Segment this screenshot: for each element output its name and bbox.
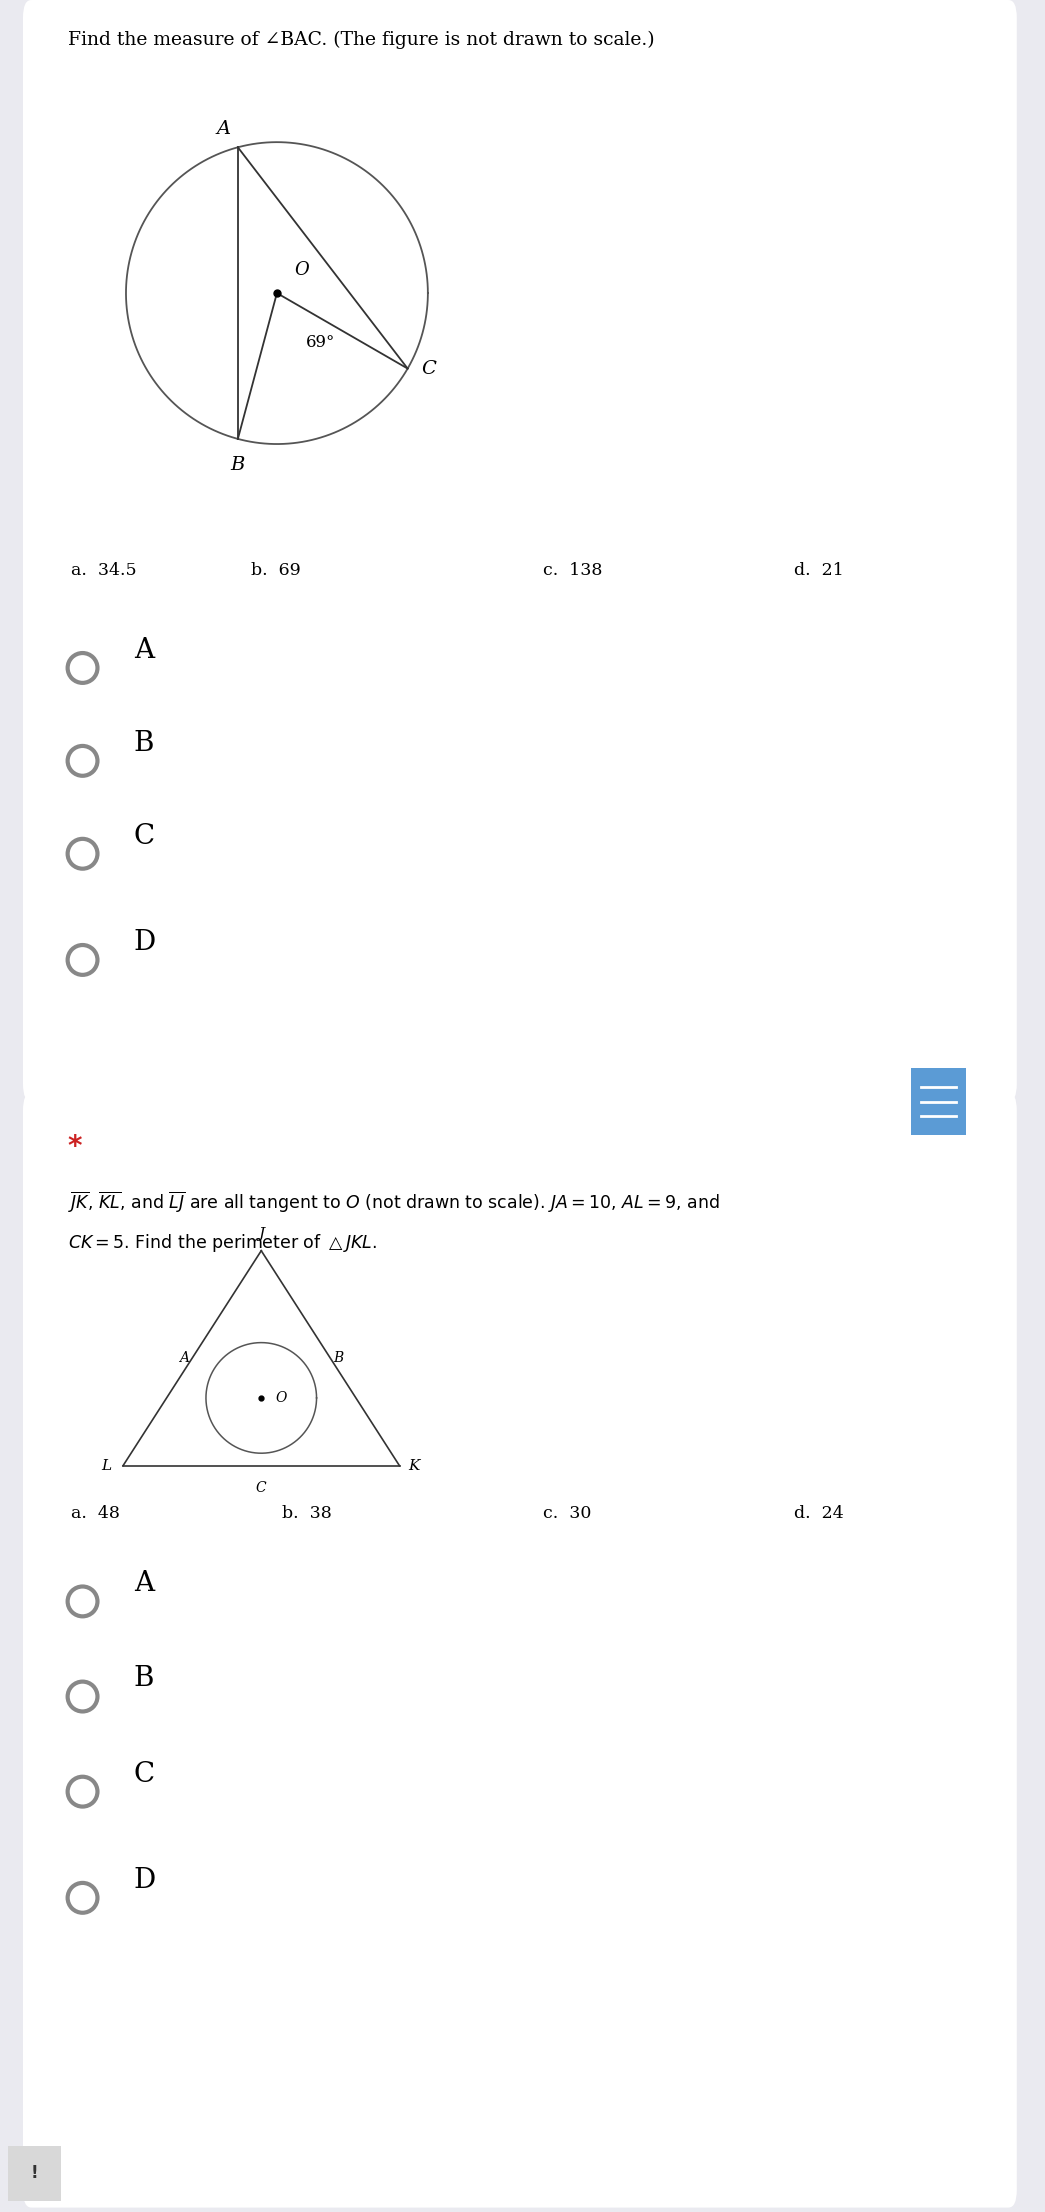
Text: B: B	[134, 1666, 155, 1692]
Text: O: O	[295, 261, 309, 279]
Text: A: A	[217, 119, 231, 137]
Text: B: B	[231, 456, 245, 473]
Text: B: B	[333, 1352, 343, 1365]
Text: C: C	[134, 1761, 155, 1787]
Text: B: B	[134, 730, 155, 757]
Text: !: !	[30, 2163, 39, 2183]
Text: K: K	[409, 1458, 420, 1473]
Text: L: L	[101, 1458, 112, 1473]
Text: a.  48: a. 48	[71, 1504, 120, 1522]
Text: D: D	[134, 1867, 156, 1893]
FancyBboxPatch shape	[908, 1066, 969, 1139]
Text: Find the measure of ∠BAC. (The figure is not drawn to scale.): Find the measure of ∠BAC. (The figure is…	[68, 31, 654, 49]
Text: a.  34.5: a. 34.5	[71, 562, 137, 580]
Text: $CK = 5$. Find the perimeter of $\triangle JKL$.: $CK = 5$. Find the perimeter of $\triang…	[68, 1232, 377, 1254]
Text: d.  24: d. 24	[794, 1504, 844, 1522]
Text: d.  21: d. 21	[794, 562, 844, 580]
Text: O: O	[275, 1391, 286, 1405]
Text: b.  69: b. 69	[251, 562, 301, 580]
Text: c.  30: c. 30	[543, 1504, 591, 1522]
Text: A: A	[180, 1352, 189, 1365]
Text: $\overline{JK}$, $\overline{KL}$, and $\overline{LJ}$ are all tangent to $O$ (no: $\overline{JK}$, $\overline{KL}$, and $\…	[68, 1190, 720, 1214]
FancyBboxPatch shape	[5, 2143, 64, 2203]
Text: 69°: 69°	[306, 334, 335, 352]
Text: A: A	[134, 637, 154, 664]
Text: C: C	[134, 823, 155, 849]
Text: *: *	[68, 1133, 83, 1161]
Text: D: D	[134, 929, 156, 956]
Text: b.  38: b. 38	[282, 1504, 332, 1522]
Text: J: J	[258, 1228, 264, 1241]
Text: c.  138: c. 138	[543, 562, 603, 580]
Text: A: A	[134, 1571, 154, 1597]
Text: C: C	[256, 1482, 266, 1495]
Text: C: C	[421, 361, 437, 378]
